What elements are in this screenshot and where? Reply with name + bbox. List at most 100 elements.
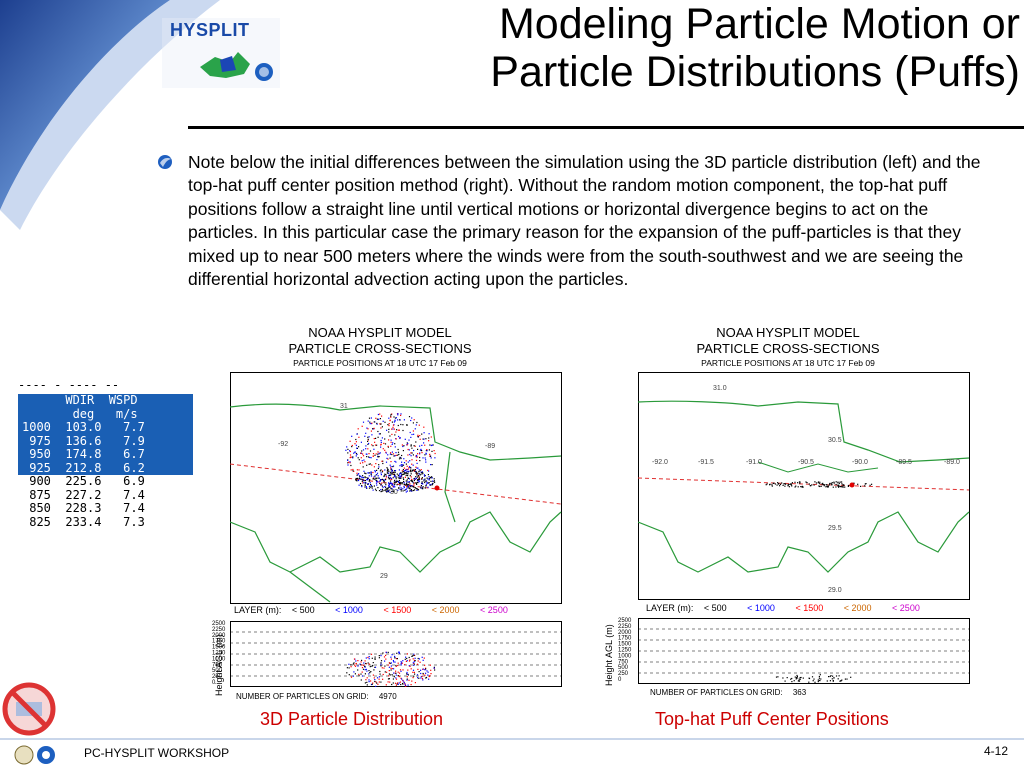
particle [838,482,840,484]
particle [398,672,401,674]
table-row: 1000 103.0 7.7 [18,420,193,435]
particle [418,469,420,471]
particle [375,453,377,455]
particle [374,441,376,443]
particle [428,675,430,678]
no-sign-icon[interactable] [2,682,56,736]
particle [412,662,414,664]
source-marker [849,482,855,488]
particle [381,426,383,428]
y-tick-label: 1250 [212,651,226,657]
particle [361,675,364,677]
particle [370,484,372,486]
particle [433,450,435,452]
particle [813,678,815,680]
y-tick-label: 1250 [618,648,632,654]
particle [367,656,369,659]
particle [357,660,359,662]
particle [380,474,382,476]
particle [786,677,788,679]
particle [802,677,804,679]
particle [355,660,357,662]
y-tick-label: 1000 [212,656,226,662]
particle [370,486,372,488]
particle [390,441,392,443]
particle [386,429,388,431]
particle [405,463,407,465]
particle [410,490,412,492]
particle [392,465,395,467]
hysplit-logo [162,18,280,88]
particle [390,482,392,484]
particle [370,653,373,655]
particle [400,482,402,484]
layer-500: < 500 [703,603,727,613]
particle-scatter [765,481,873,488]
particle [408,470,410,473]
particle [843,484,845,486]
y-tick-label: 0 [212,680,216,686]
particle [368,487,371,489]
particle [418,481,420,483]
particle [430,444,432,447]
particle [368,673,370,675]
lat-label: 29.0 [828,587,842,594]
particle [386,467,388,469]
particle [802,486,804,488]
particle [388,417,390,419]
particle [427,478,429,480]
particle [401,483,403,485]
particle [416,479,419,481]
particle [394,483,396,485]
particle [421,481,423,483]
particle [351,444,353,447]
particle [419,661,421,663]
particle [371,683,373,685]
particle [408,656,410,659]
particle [402,470,405,473]
particle [380,489,382,491]
particle [404,658,406,660]
particle [405,483,407,485]
particle [417,467,419,469]
particle [388,482,390,484]
particle [393,421,395,423]
particle [403,478,405,480]
particle [411,485,413,487]
particle [406,676,408,678]
lat-label: 31 [340,403,348,410]
particle [428,449,430,451]
particle [434,669,436,671]
particle [408,439,410,441]
particle [395,480,398,482]
particle [419,449,422,451]
cross-section-scatter [775,674,852,683]
particle [367,428,369,430]
particle [370,474,372,476]
particle [422,457,424,459]
particle [370,457,372,459]
particle [389,662,391,664]
particle [400,476,403,478]
particle [397,429,399,431]
particle [406,424,408,426]
particle [769,484,771,486]
particle [387,424,389,426]
particle [428,678,430,680]
particle [357,665,359,667]
particle [431,464,433,466]
particle [403,481,405,484]
particle [417,436,419,438]
particle [380,441,382,443]
particle [391,484,394,486]
particle [846,678,848,680]
particle [385,488,387,490]
particle [385,490,387,492]
particle [399,483,402,485]
particle [379,479,381,481]
particle [368,472,370,474]
particle [420,469,422,471]
particle [871,483,873,485]
particle [422,483,424,485]
particle [398,482,401,484]
